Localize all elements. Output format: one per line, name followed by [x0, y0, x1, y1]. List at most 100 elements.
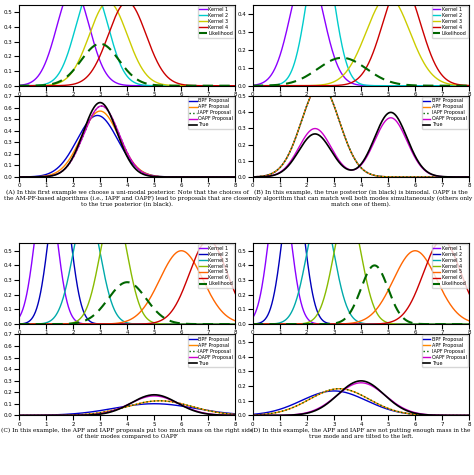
OAPF Proposal [146, 172, 151, 178]
Line: Kernel 3: Kernel 3 [19, 207, 236, 324]
IAPF Proposal [462, 174, 467, 180]
Kernel 5 [194, 265, 200, 270]
Likelihood [462, 83, 467, 88]
BPF Proposal [152, 401, 157, 407]
Kernel 4 [194, 83, 200, 88]
Kernel 3 [466, 83, 472, 88]
Kernel 4 [121, 231, 127, 237]
Kernel 5 [133, 313, 139, 319]
OAPF Proposal [428, 412, 434, 418]
Likelihood [194, 321, 200, 327]
Kernel 4 [233, 321, 238, 327]
BPF Proposal [466, 413, 472, 418]
Line: Kernel 3: Kernel 3 [253, 0, 469, 86]
APF Proposal [250, 174, 255, 180]
Likelihood [379, 76, 385, 81]
APF Proposal [466, 174, 472, 180]
Kernel 1 [353, 321, 359, 327]
OAPF Proposal [367, 148, 373, 154]
Likelihood [466, 321, 472, 327]
Kernel 6 [250, 321, 255, 327]
True [428, 171, 434, 177]
IAPF Proposal [428, 412, 434, 418]
IAPF Proposal [16, 174, 22, 180]
Kernel 4 [462, 83, 467, 88]
Kernel 1 [462, 83, 467, 88]
Likelihood [233, 321, 238, 327]
IAPF Proposal [194, 174, 200, 180]
True [367, 146, 373, 152]
Line: Kernel 2: Kernel 2 [253, 0, 469, 86]
IAPF Proposal [250, 412, 255, 418]
Kernel 5 [120, 319, 126, 325]
Kernel 3 [146, 74, 151, 79]
Likelihood [134, 284, 139, 290]
Kernel 3 [228, 321, 234, 327]
Kernel 2 [353, 78, 359, 84]
Kernel 4 [119, 225, 125, 231]
True [466, 174, 472, 180]
IAPF Proposal [120, 405, 126, 410]
Kernel 6 [354, 321, 360, 327]
Likelihood [233, 83, 238, 88]
OAPF Proposal [152, 393, 157, 399]
True [354, 379, 360, 384]
Kernel 4 [250, 321, 255, 327]
APF Proposal [466, 413, 472, 418]
OAPF Proposal [353, 381, 358, 387]
BPF Proposal [194, 174, 200, 180]
Line: True: True [253, 113, 469, 177]
Kernel 2 [194, 83, 200, 88]
Kernel 3 [367, 20, 373, 26]
Line: APF Proposal: APF Proposal [19, 111, 236, 177]
BPF Proposal [428, 412, 434, 418]
Line: Kernel 3: Kernel 3 [253, 207, 469, 324]
Kernel 4 [228, 83, 234, 88]
Text: (B) In this example, the true posterior (in black) is bimodal. OAPF is the only : (B) In this example, the true posterior … [249, 190, 473, 207]
Kernel 4 [428, 321, 434, 327]
Line: OAPF Proposal: OAPF Proposal [19, 396, 236, 416]
Likelihood [462, 321, 467, 327]
Kernel 6 [133, 321, 139, 327]
Line: Kernel 2: Kernel 2 [19, 177, 236, 324]
Kernel 2 [134, 321, 139, 327]
Line: APF Proposal: APF Proposal [19, 401, 236, 416]
Likelihood [120, 280, 126, 286]
Likelihood [353, 59, 359, 65]
Kernel 2 [428, 321, 434, 327]
OAPF Proposal [354, 380, 360, 386]
Kernel 5 [428, 265, 434, 270]
Kernel 6 [367, 321, 373, 327]
Kernel 4 [120, 1, 126, 7]
Kernel 1 [228, 83, 234, 88]
Kernel 5 [145, 299, 151, 305]
OAPF Proposal [233, 412, 238, 418]
Kernel 6 [439, 238, 445, 243]
OAPF Proposal [194, 408, 200, 414]
IAPF Proposal [121, 142, 127, 147]
Kernel 3 [379, 0, 384, 3]
APF Proposal [379, 403, 385, 408]
Kernel 3 [428, 321, 434, 327]
Kernel 4 [134, 9, 139, 14]
Legend: Kernel 1, Kernel 2, Kernel 3, Kernel 4, Kernel 5, Kernel 6, Likelihood: Kernel 1, Kernel 2, Kernel 3, Kernel 4, … [432, 244, 468, 288]
Kernel 5 [178, 248, 184, 254]
BPF Proposal [355, 160, 360, 166]
True [462, 413, 467, 418]
True [120, 404, 126, 410]
Line: True: True [19, 103, 236, 177]
Kernel 5 [233, 318, 238, 324]
BPF Proposal [318, 82, 323, 87]
BPF Proposal [16, 174, 22, 180]
Line: Kernel 4: Kernel 4 [253, 207, 469, 324]
APF Proposal [16, 413, 22, 418]
BPF Proposal [134, 164, 139, 170]
Line: BPF Proposal: BPF Proposal [19, 404, 236, 415]
Kernel 6 [462, 279, 467, 285]
Line: Kernel 5: Kernel 5 [253, 251, 469, 324]
True [152, 392, 157, 398]
True [367, 381, 373, 387]
Kernel 2 [250, 83, 255, 88]
Kernel 3 [16, 83, 22, 88]
Kernel 3 [318, 204, 323, 209]
